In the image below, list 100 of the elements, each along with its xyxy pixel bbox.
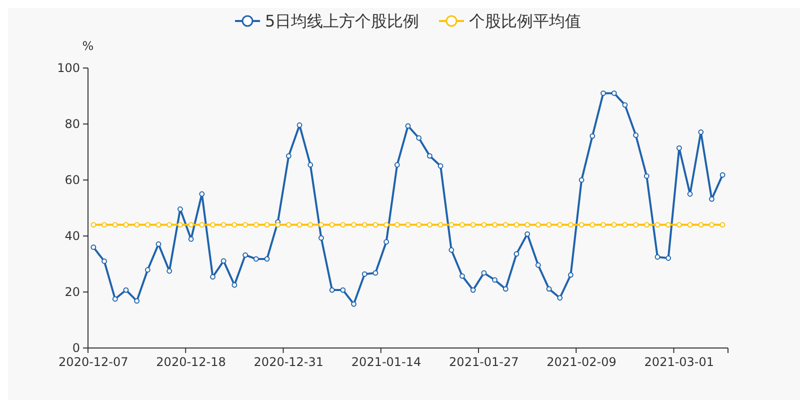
point	[166, 222, 172, 228]
point	[448, 222, 454, 228]
x-tick-label: 2021-02-09	[546, 355, 616, 369]
point	[340, 222, 346, 228]
point	[720, 222, 726, 228]
point	[329, 222, 335, 228]
point	[460, 273, 465, 279]
y-tick-label: 60	[64, 173, 80, 188]
point	[405, 222, 411, 228]
point	[264, 256, 270, 262]
point	[698, 129, 704, 135]
point	[416, 135, 422, 141]
point	[166, 268, 172, 274]
point	[676, 145, 682, 151]
point	[232, 222, 238, 228]
point	[720, 172, 726, 178]
point	[156, 222, 162, 228]
point	[134, 298, 140, 304]
point	[220, 258, 226, 264]
point	[568, 272, 574, 278]
point	[308, 162, 314, 168]
point	[90, 222, 96, 228]
point	[426, 153, 432, 159]
point	[438, 222, 444, 228]
point	[308, 222, 314, 228]
point	[394, 222, 400, 228]
point	[102, 258, 107, 264]
point	[568, 222, 574, 228]
point	[514, 222, 520, 228]
legend-label: 个股比例平均值	[469, 12, 581, 31]
point	[578, 222, 584, 228]
point	[296, 122, 302, 128]
point	[134, 222, 140, 228]
point	[687, 191, 693, 197]
point	[384, 239, 390, 245]
point	[666, 222, 672, 228]
point	[644, 222, 650, 228]
point	[123, 287, 129, 293]
point	[188, 236, 194, 242]
point	[687, 222, 693, 228]
point	[666, 255, 672, 261]
point	[481, 270, 487, 276]
point	[362, 271, 368, 277]
point	[264, 222, 270, 228]
point	[502, 286, 508, 292]
point	[524, 222, 530, 228]
point	[438, 163, 444, 169]
point	[253, 222, 259, 228]
y-tick-label: 0	[72, 341, 80, 356]
point	[535, 262, 541, 268]
point	[698, 222, 704, 228]
point	[178, 206, 183, 212]
point	[144, 267, 150, 273]
point	[123, 222, 129, 228]
point	[242, 252, 248, 258]
point	[622, 222, 628, 228]
point	[199, 222, 205, 228]
point	[611, 222, 617, 228]
point	[102, 222, 107, 228]
point	[600, 90, 606, 96]
point	[416, 222, 422, 228]
y-tick-label: 20	[64, 285, 80, 300]
point	[644, 173, 650, 179]
point	[340, 287, 346, 293]
point	[470, 287, 476, 293]
x-tick-label: 2021-01-14	[351, 355, 422, 369]
point	[546, 286, 552, 292]
point	[633, 132, 638, 138]
point	[156, 241, 162, 247]
point	[329, 287, 335, 293]
x-tick-label: 2021-03-01	[644, 355, 714, 369]
point	[535, 222, 541, 228]
point	[232, 282, 238, 288]
point	[557, 222, 563, 228]
x-tick-label: 2021-01-27	[449, 355, 519, 369]
point	[384, 222, 390, 228]
point	[318, 235, 324, 241]
point	[622, 102, 628, 108]
point	[709, 196, 714, 202]
point	[296, 222, 302, 228]
point	[351, 222, 356, 228]
point	[492, 222, 498, 228]
point	[492, 277, 498, 283]
point	[557, 295, 563, 301]
y-tick-label: 80	[64, 117, 80, 132]
y-tick-label: 100	[57, 61, 80, 76]
x-tick-label: 2020-12-31	[254, 355, 324, 369]
point	[286, 153, 292, 159]
point	[144, 222, 150, 228]
point	[590, 222, 596, 228]
point	[351, 301, 356, 307]
point	[578, 177, 584, 183]
point	[220, 222, 226, 228]
point	[514, 251, 520, 257]
y-tick-label: 40	[64, 229, 80, 244]
point	[188, 222, 194, 228]
x-tick-label: 2020-12-07	[58, 355, 128, 369]
y-axis-title: %	[82, 39, 94, 53]
x-tick-label: 2020-12-18	[156, 355, 226, 369]
point	[502, 222, 508, 228]
